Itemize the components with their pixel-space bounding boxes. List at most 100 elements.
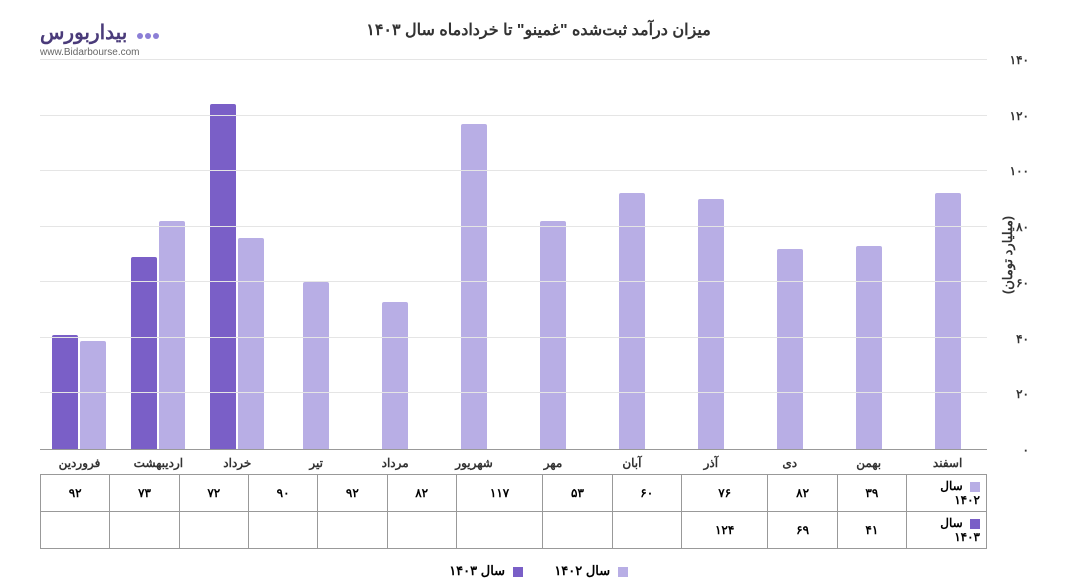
bar-1403 bbox=[210, 104, 236, 449]
y-tick: ۰ bbox=[1023, 443, 1029, 457]
chart-container: بیداربورس www.Bidarbourse.com میزان درآم… bbox=[0, 0, 1077, 582]
table-cell: ۹۰ bbox=[248, 475, 317, 512]
plot bbox=[40, 60, 987, 450]
table-row: سال ۱۴۰۳ ۴۱۶۹۱۲۴ bbox=[41, 512, 987, 549]
table-cell: ۳۹ bbox=[837, 475, 906, 512]
swatch-icon bbox=[513, 567, 523, 577]
table-cell: ۴۱ bbox=[837, 512, 906, 549]
grid-line bbox=[40, 115, 987, 116]
legend-label: سال ۱۴۰۲ bbox=[554, 563, 610, 578]
bar-1402 bbox=[856, 246, 882, 449]
table-cell bbox=[110, 512, 179, 549]
y-tick: ۱۲۰ bbox=[1010, 109, 1029, 123]
table-cell bbox=[543, 512, 612, 549]
month-group bbox=[671, 60, 750, 449]
row-header-1402: سال ۱۴۰۲ bbox=[907, 475, 987, 512]
chart-title: میزان درآمد ثبت‌شده "غمینو" تا خردادماه … bbox=[40, 20, 1037, 40]
y-tick: ۲۰ bbox=[1016, 387, 1029, 401]
x-tick: آذر bbox=[671, 450, 750, 470]
logo-dots-icon bbox=[136, 26, 160, 44]
table-cell: ۹۲ bbox=[41, 475, 110, 512]
x-tick: فروردین bbox=[40, 450, 119, 470]
bar-1403 bbox=[131, 257, 157, 449]
y-tick: ۸۰ bbox=[1016, 220, 1029, 234]
chart-plot-area: (میلیارد تومان) ۰۲۰۴۰۶۰۸۰۱۰۰۱۲۰۱۴۰ bbox=[40, 60, 1037, 450]
grid-line bbox=[40, 281, 987, 282]
bar-1402 bbox=[698, 199, 724, 449]
month-group bbox=[198, 60, 277, 449]
table-cell: ۱۲۴ bbox=[681, 512, 768, 549]
x-tick: مرداد bbox=[356, 450, 435, 470]
bar-1402 bbox=[619, 193, 645, 449]
legend: سال ۱۴۰۲ سال ۱۴۰۳ bbox=[40, 563, 1037, 579]
grid-line bbox=[40, 226, 987, 227]
data-table: سال ۱۴۰۲ ۳۹۸۲۷۶۶۰۵۳۱۱۷۸۲۹۲۹۰۷۲۷۳۹۲ سال ۱… bbox=[40, 474, 987, 549]
table-cell: ۶۰ bbox=[612, 475, 681, 512]
bar-1402 bbox=[159, 221, 185, 449]
grid-line bbox=[40, 170, 987, 171]
logo-brand: بیداربورس bbox=[40, 22, 127, 44]
legend-label: سال ۱۴۰۳ bbox=[449, 563, 505, 578]
grid-line bbox=[40, 59, 987, 60]
bar-1402 bbox=[935, 193, 961, 449]
bars-group bbox=[40, 60, 987, 449]
table-cell bbox=[318, 512, 387, 549]
month-group bbox=[119, 60, 198, 449]
month-group bbox=[40, 60, 119, 449]
x-tick: خرداد bbox=[198, 450, 277, 470]
x-axis: فروردیناردیبهشتخردادتیرمردادشهریورمهرآبا… bbox=[40, 450, 987, 470]
table-cell bbox=[612, 512, 681, 549]
x-tick: تیر bbox=[277, 450, 356, 470]
table-row: سال ۱۴۰۲ ۳۹۸۲۷۶۶۰۵۳۱۱۷۸۲۹۲۹۰۷۲۷۳۹۲ bbox=[41, 475, 987, 512]
bar-1402 bbox=[80, 341, 106, 449]
swatch-icon bbox=[618, 567, 628, 577]
table-cell bbox=[456, 512, 543, 549]
x-tick: دی bbox=[750, 450, 829, 470]
bar-1402 bbox=[461, 124, 487, 449]
x-tick: آبان bbox=[592, 450, 671, 470]
table-cell: ۶۹ bbox=[768, 512, 837, 549]
table-cell: ۵۳ bbox=[543, 475, 612, 512]
month-group bbox=[750, 60, 829, 449]
table-cell: ۷۳ bbox=[110, 475, 179, 512]
table-cell: ۱۱۷ bbox=[456, 475, 543, 512]
table-cell: ۸۲ bbox=[768, 475, 837, 512]
table-cell bbox=[248, 512, 317, 549]
swatch-icon bbox=[970, 519, 980, 529]
logo-url: www.Bidarbourse.com bbox=[40, 47, 160, 58]
table-cell: ۹۲ bbox=[318, 475, 387, 512]
logo: بیداربورس www.Bidarbourse.com bbox=[40, 20, 160, 58]
y-tick: ۱۰۰ bbox=[1010, 164, 1029, 178]
month-group bbox=[592, 60, 671, 449]
y-axis: ۰۲۰۴۰۶۰۸۰۱۰۰۱۲۰۱۴۰ bbox=[987, 60, 1037, 450]
bar-1402 bbox=[303, 282, 329, 449]
x-tick: اسفند bbox=[908, 450, 987, 470]
y-tick: ۱۴۰ bbox=[1010, 53, 1029, 67]
month-group bbox=[829, 60, 908, 449]
table-cell: ۷۶ bbox=[681, 475, 768, 512]
bar-1402 bbox=[238, 238, 264, 449]
table-cell: ۷۲ bbox=[179, 475, 248, 512]
month-group bbox=[435, 60, 514, 449]
legend-item: سال ۱۴۰۲ bbox=[554, 563, 627, 579]
grid-line bbox=[40, 392, 987, 393]
grid-line bbox=[40, 337, 987, 338]
month-group bbox=[356, 60, 435, 449]
bar-1402 bbox=[540, 221, 566, 449]
table-cell bbox=[41, 512, 110, 549]
bar-1402 bbox=[382, 302, 408, 449]
month-group bbox=[277, 60, 356, 449]
bar-1402 bbox=[777, 249, 803, 449]
month-group bbox=[908, 60, 987, 449]
x-tick: شهریور bbox=[435, 450, 514, 470]
y-tick: ۶۰ bbox=[1016, 276, 1029, 290]
row-header-1403: سال ۱۴۰۳ bbox=[907, 512, 987, 549]
table-cell bbox=[179, 512, 248, 549]
x-tick: اردیبهشت bbox=[119, 450, 198, 470]
legend-item: سال ۱۴۰۳ bbox=[449, 563, 522, 579]
month-group bbox=[514, 60, 593, 449]
x-tick: مهر bbox=[514, 450, 593, 470]
x-tick: بهمن bbox=[829, 450, 908, 470]
swatch-icon bbox=[970, 482, 980, 492]
table-cell: ۸۲ bbox=[387, 475, 456, 512]
